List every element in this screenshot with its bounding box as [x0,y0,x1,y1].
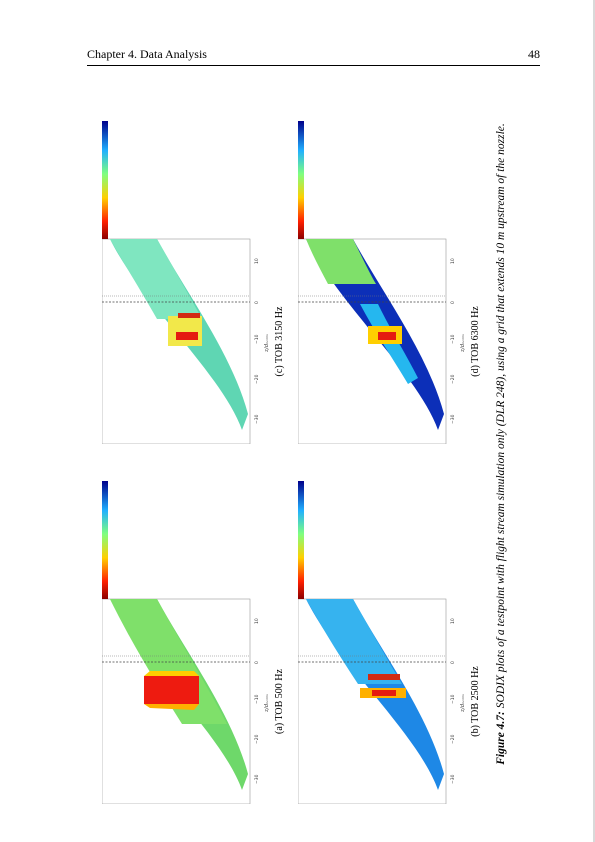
x-tick: −10 [450,334,456,344]
x-tick: −20 [254,374,260,384]
panel-b-label: (b) TOB 2500 Hz [470,666,481,737]
panel-c: 55 50 45 40 −30 −20 −10 0 10 z/dₙₒᵣₘ (c)… [102,114,297,444]
panel-c-hotspot [176,332,198,340]
panel-b: 65 60 55 50 −30 −20 −10 0 10 z/dₙₒᵣₘ (b)… [298,474,493,804]
x-tick: 0 [450,661,456,664]
figure-caption-label: Figure 4.7: [495,711,507,765]
x-tick: 0 [254,301,260,304]
panel-d-colorbar [298,121,304,239]
x-tick: −10 [254,694,260,704]
figure-4-7: 65 60 55 50 −30 −20 −10 0 10 z/dₙₒᵣₘ (a)… [88,84,528,804]
x-tick: 10 [254,618,260,624]
x-tick: 10 [450,618,456,624]
chapter-title: Chapter 4. Data Analysis [87,47,207,61]
x-tick: −10 [254,334,260,344]
x-axis-label: z/dₙₒᵣₘ [460,694,466,713]
page-header: Chapter 4. Data Analysis 48 [87,47,540,66]
x-tick: 10 [450,258,456,264]
panel-a: 65 60 55 50 −30 −20 −10 0 10 z/dₙₒᵣₘ (a)… [102,474,297,804]
x-tick: 0 [450,301,456,304]
x-tick: 0 [254,661,260,664]
x-tick: 10 [254,258,260,264]
panel-c-label: (c) TOB 3150 Hz [274,306,285,377]
x-tick: −30 [450,774,456,784]
panel-d-hotspot [378,332,396,340]
x-tick: −30 [450,414,456,424]
x-tick: −30 [254,774,260,784]
panel-d: 55 50 45 40 35 −30 −20 −10 0 10 z/dₙₒᵣₘ … [298,114,493,444]
x-tick: −20 [254,734,260,744]
x-axis-label: z/dₙₒᵣₘ [460,334,466,353]
figure-caption-text: SODIX plots of a testpoint with flight s… [495,123,507,712]
panel-c-colorbar [102,121,108,239]
panel-a-hotspot [144,676,199,704]
panel-c-plot: 55 50 45 40 −30 −20 −10 0 10 z/dₙₒᵣₘ [102,121,270,444]
x-axis-label: z/dₙₒᵣₘ [264,334,270,353]
x-tick: −10 [450,694,456,704]
page-number: 48 [528,47,540,61]
panel-d-label: (d) TOB 6300 Hz [470,306,481,377]
figure-caption: Figure 4.7: SODIX plots of a testpoint w… [495,84,507,804]
panel-d-plot: 55 50 45 40 35 −30 −20 −10 0 10 z/dₙₒᵣₘ [298,121,466,444]
x-tick: −20 [450,374,456,384]
panel-b-plot: 65 60 55 50 −30 −20 −10 0 10 z/dₙₒᵣₘ [298,481,466,804]
x-tick: −30 [254,414,260,424]
panel-b-colorbar [298,481,304,599]
x-axis-label: z/dₙₒᵣₘ [264,694,270,713]
panel-a-colorbar [102,481,108,599]
page-edge [593,0,595,842]
x-tick: −20 [450,734,456,744]
panel-a-plot: 65 60 55 50 −30 −20 −10 0 10 z/dₙₒᵣₘ [102,481,270,804]
panel-c-holder [102,474,297,804]
panel-b-hotspot [372,690,396,696]
